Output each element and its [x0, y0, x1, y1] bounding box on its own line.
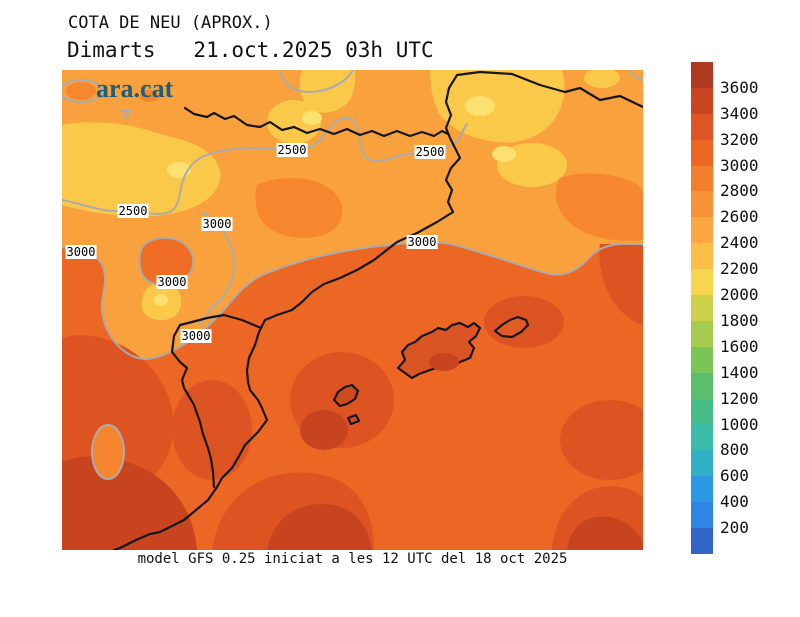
colorbar-segment-13 — [691, 398, 713, 425]
colorbar-segment-9 — [691, 295, 713, 321]
coastline — [112, 70, 643, 550]
pyrenees-border — [183, 106, 450, 138]
colorbar-tick-2800: 2800 — [720, 181, 759, 201]
yellow-pocket-core — [154, 294, 168, 306]
colorbar-tick-600: 600 — [720, 466, 749, 486]
contour-3000-ring-central — [138, 236, 195, 286]
model-run-caption: model GFS 0.25 iniciat a les 12 UTC del … — [137, 551, 568, 567]
colorbar-tick-2600: 2600 — [720, 207, 759, 227]
mallorca-high-spot — [429, 353, 459, 371]
colorbar-tick-3600: 3600 — [720, 77, 759, 97]
ara-cat-logo: ara.cat — [96, 74, 174, 103]
orange-mid-patches — [66, 82, 643, 241]
colorbar-segment-16 — [691, 476, 713, 503]
contour-3000-main — [62, 240, 643, 361]
colorbar-segment-15 — [691, 450, 713, 477]
borders — [112, 70, 643, 550]
contour-label-3000: 3000 — [65, 245, 97, 259]
colorbar-segment-4 — [691, 165, 713, 192]
contour-label-3000: 3000 — [180, 329, 212, 343]
contour-label-2500: 2500 — [414, 145, 446, 159]
inland-border — [170, 313, 263, 489]
colorbar-tick-1400: 1400 — [720, 362, 759, 382]
map-canvas — [62, 70, 643, 550]
low-pocket-contour-ring — [91, 424, 125, 480]
contour-label-3000: 3000 — [201, 217, 233, 231]
colorbar-tick-400: 400 — [720, 492, 749, 512]
menorca-outline — [493, 315, 530, 339]
colorbar-segment-0 — [691, 62, 713, 88]
colorbar-segment-1 — [691, 87, 713, 114]
contour-label-2500: 2500 — [117, 204, 149, 218]
contour-label-3000: 3000 — [406, 235, 438, 249]
colorbar-segment-6 — [691, 217, 713, 244]
colorbar-tick-3400: 3400 — [720, 103, 759, 123]
colorbar-legend: 3600 3400 3200 3000 2800 2600 2400 2200 2000 1800… — [691, 62, 791, 554]
colorbar-segment-3 — [691, 139, 713, 166]
formentera-outline — [346, 413, 361, 426]
colorbar-segment-11 — [691, 346, 713, 373]
contour-label-3000: 3000 — [156, 275, 188, 289]
mallorca-outline — [396, 321, 482, 380]
colorbar-tick-1800: 1800 — [720, 310, 759, 330]
page-title: COTA DE NEU (APROX.) — [68, 13, 273, 33]
colorbar-segment-2 — [691, 113, 713, 140]
colorbar-segment-7 — [691, 243, 713, 270]
colorbar-gradient — [691, 62, 713, 554]
colorbar-segment-14 — [691, 424, 713, 451]
colorbar-tick-2400: 2400 — [720, 233, 759, 253]
colorbar-tick-800: 800 — [720, 440, 749, 460]
colorbar-tick-1200: 1200 — [720, 388, 759, 408]
colorbar-segment-18 — [691, 528, 713, 554]
colorbar-tick-2200: 2200 — [720, 259, 759, 279]
central-high-blob — [139, 237, 194, 285]
colorbar-tick-3000: 3000 — [720, 155, 759, 175]
contour-corner-arc — [627, 70, 643, 81]
colorbar-segment-8 — [691, 269, 713, 296]
contour-2500-top-arc — [279, 70, 354, 93]
valid-time-subtitle: Dimarts 21.oct.2025 03h UTC — [67, 38, 434, 62]
ibiza-outline — [332, 383, 360, 408]
colorbar-segment-10 — [691, 320, 713, 347]
snowlevel-contours — [62, 70, 643, 361]
colorbar-segment-5 — [691, 191, 713, 218]
snow-level-map: ara.cat 2500 2500 2500 3000 3000 3000 3000 3000 — [62, 70, 643, 550]
contour-2500-ring-nw — [62, 79, 103, 103]
colorbar-tick-1000: 1000 — [720, 414, 759, 434]
colorbar-tick-3200: 3200 — [720, 129, 759, 149]
colorbar-tick-200: 200 — [720, 518, 749, 538]
colorbar-tick-2000: 2000 — [720, 285, 759, 305]
colorbar-segment-17 — [691, 502, 713, 529]
small-triangle-contour — [120, 110, 132, 121]
contour-label-2500: 2500 — [276, 143, 308, 157]
balearic-islands — [332, 315, 530, 426]
colorbar-segment-12 — [691, 372, 713, 399]
darkest-red-patches — [62, 410, 643, 550]
colorbar-tick-1600: 1600 — [720, 336, 759, 356]
